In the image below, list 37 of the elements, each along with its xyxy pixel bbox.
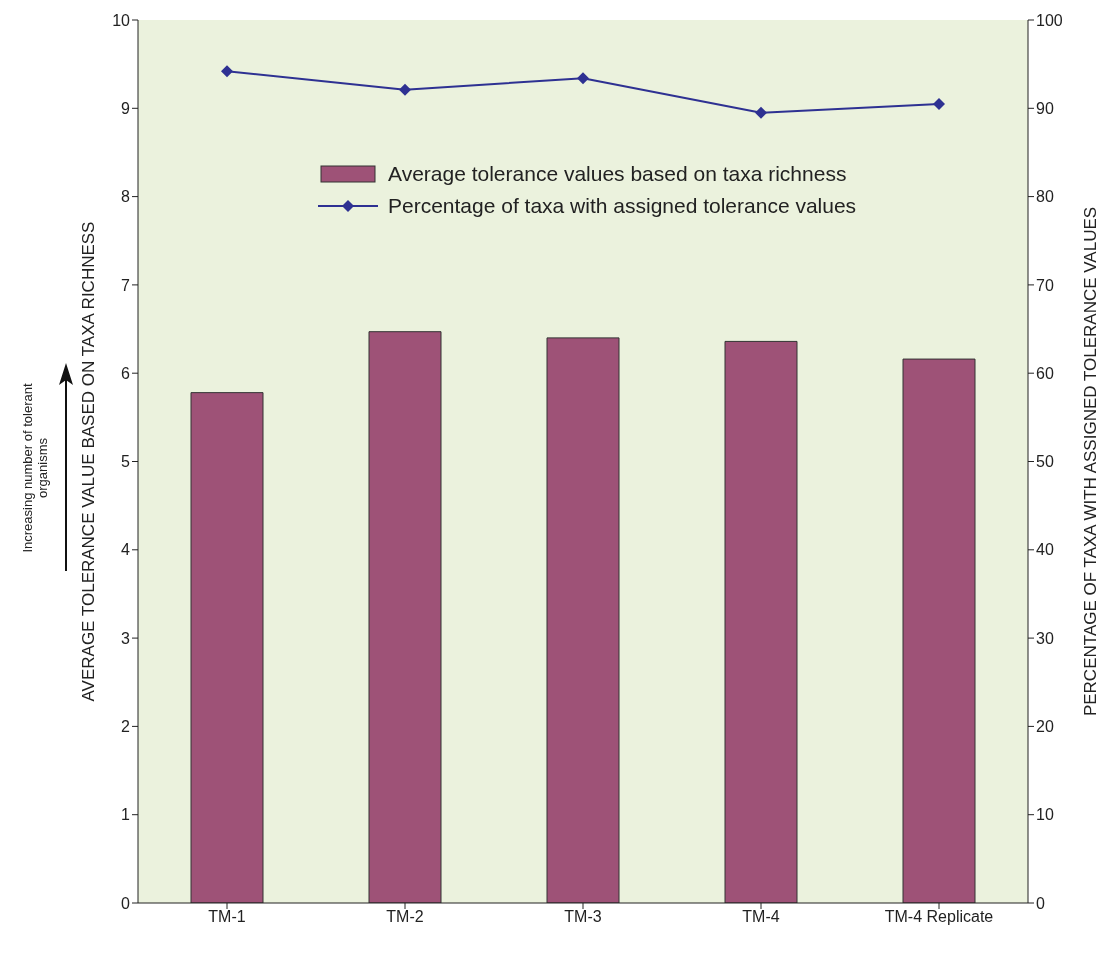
y-tick-label: 10	[112, 11, 131, 29]
y2-tick-label: 50	[1036, 453, 1054, 471]
y-tick-label: 3	[121, 629, 131, 647]
y-axis-title: AVERAGE TOLERANCE VALUE BASED ON TAXA RICHNESS	[79, 221, 99, 702]
legend-label: Average tolerance values based on taxa richness	[388, 162, 847, 186]
x-tick-label: TM-1	[208, 908, 246, 926]
bar	[902, 358, 976, 903]
y2-tick-label: 60	[1036, 364, 1054, 382]
y2-tick-label: 10	[1036, 806, 1054, 824]
text: Increasing number of tolerant organisms	[20, 383, 50, 553]
y-tick-label: 6	[121, 364, 131, 382]
y-tick-label: 8	[121, 188, 131, 206]
y-tick-label: 4	[121, 541, 131, 559]
y2-tick-label: 100	[1036, 11, 1063, 29]
y-tick-label: 5	[121, 453, 131, 471]
y-tick-label: 1	[121, 806, 131, 824]
y-tick-label: 9	[121, 99, 131, 117]
y-tick-label: 2	[121, 718, 131, 736]
y2-tick-label: 80	[1036, 188, 1054, 206]
y-tick-label: 7	[121, 276, 131, 294]
y2-tick-label: 70	[1036, 276, 1054, 294]
legend-label: Percentage of taxa with assigned tolerance values	[388, 194, 857, 218]
y2-tick-label: 20	[1036, 718, 1054, 736]
y2-tick-label: 40	[1036, 541, 1054, 559]
x-tick-label: TM-4	[742, 908, 780, 926]
x-tick-label: TM-3	[564, 908, 602, 926]
x-tick-label: TM-2	[386, 908, 424, 926]
bar	[724, 340, 798, 903]
y2-axis-title: PERCENTAGE OF TAXA WITH ASSIGNED TOLERANCE VALUES	[1081, 206, 1101, 717]
bar	[190, 392, 264, 903]
y2-tick-label: 0	[1036, 894, 1045, 912]
y2-tick-label: 30	[1036, 629, 1054, 647]
bar	[546, 337, 620, 903]
bar	[368, 331, 442, 903]
y-tick-label: 0	[121, 894, 131, 912]
y2-tick-label: 90	[1036, 99, 1054, 117]
x-tick-label: TM-4 Replicate	[884, 908, 994, 926]
